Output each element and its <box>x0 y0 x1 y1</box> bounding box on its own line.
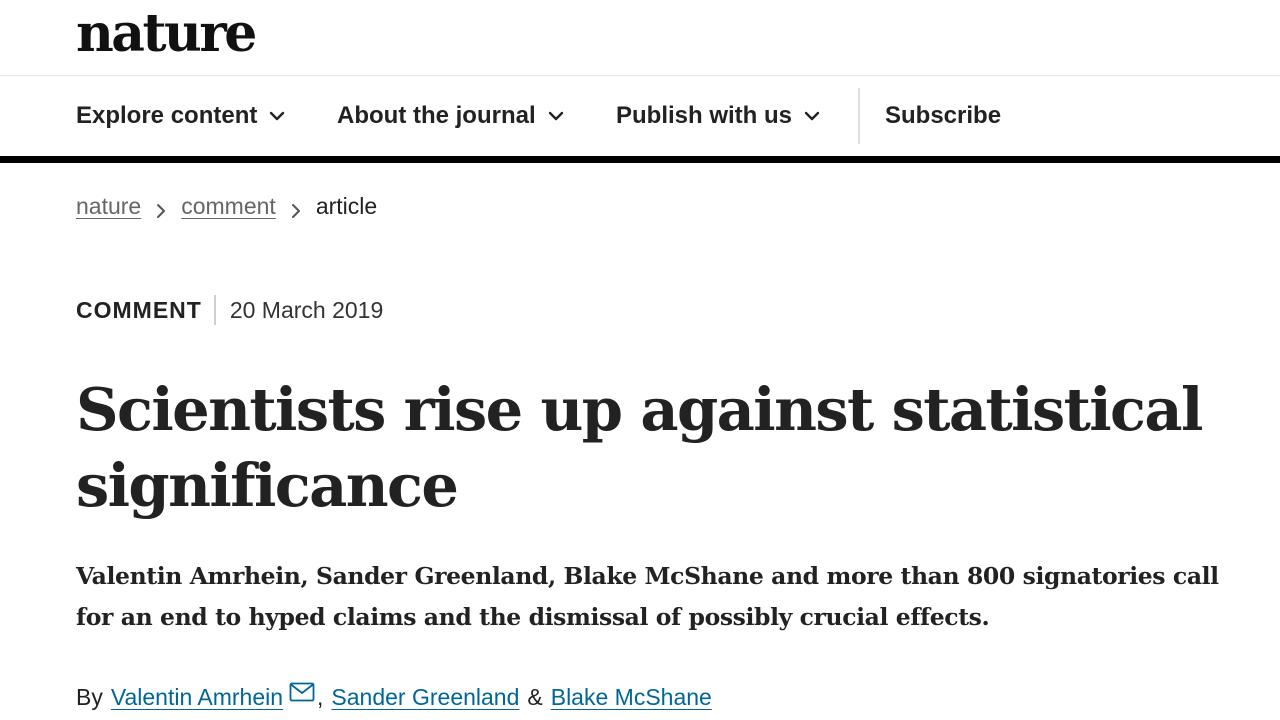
mail-icon[interactable] <box>289 681 315 702</box>
article-date: 20 March 2019 <box>229 296 384 323</box>
meta-divider <box>213 295 216 325</box>
nav-explore-content[interactable]: Explore content <box>76 76 285 156</box>
article-standfirst: Valentin Amrhein, Sander Greenland, Blak… <box>76 562 1219 631</box>
nav-rule <box>0 156 1280 163</box>
article-title: Scientists rise up against statistical s… <box>76 375 1203 520</box>
nav-about-the-journal-label: About the journal <box>337 102 536 129</box>
nature-logo[interactable]: nature <box>76 3 257 64</box>
byline: By Valentin Amrhein , Sander Greenland &… <box>76 680 712 714</box>
author-link[interactable]: Sander Greenland <box>331 683 520 710</box>
nav-about-the-journal[interactable]: About the journal <box>337 76 564 156</box>
nav-publish-with-us-label: Publish with us <box>616 102 793 129</box>
nav-explore-content-label: Explore content <box>76 102 258 129</box>
chevron-down-icon <box>269 108 285 124</box>
chevron-right-icon <box>290 198 302 218</box>
breadcrumb-nature[interactable]: nature <box>76 192 142 219</box>
breadcrumb: nature comment article <box>76 188 377 224</box>
breadcrumb-article: article <box>315 192 378 219</box>
site-header: nature <box>0 0 1280 76</box>
byline-comma: , <box>317 683 324 710</box>
nav-divider <box>858 88 860 144</box>
chevron-down-icon <box>548 108 564 124</box>
subscribe-link[interactable]: Subscribe <box>885 102 1002 129</box>
chevron-down-icon <box>804 108 820 124</box>
nav-publish-with-us[interactable]: Publish with us <box>616 76 820 156</box>
byline-ampersand: & <box>527 683 543 710</box>
article-type: COMMENT <box>76 296 202 323</box>
author-link[interactable]: Blake McShane <box>550 683 712 710</box>
author-link[interactable]: Valentin Amrhein <box>110 683 284 710</box>
chevron-right-icon <box>155 198 167 218</box>
article-meta: COMMENT 20 March 2019 <box>76 292 383 328</box>
main-nav: Explore content About the journal Publis… <box>0 76 1280 156</box>
byline-prefix: By <box>76 683 103 710</box>
breadcrumb-comment[interactable]: comment <box>181 192 276 219</box>
